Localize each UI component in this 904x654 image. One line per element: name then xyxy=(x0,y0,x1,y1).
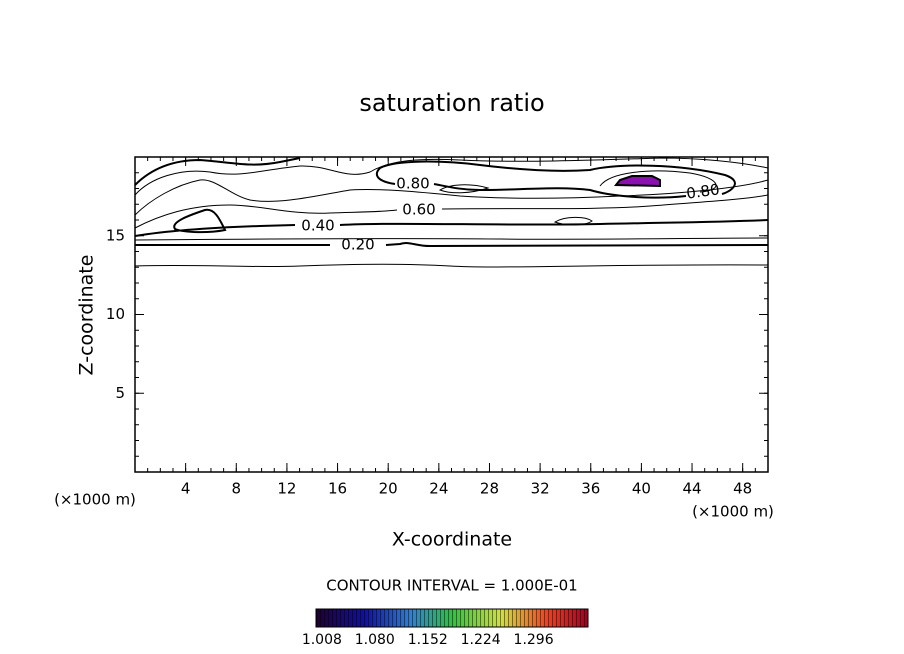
contour-label: 0.20 xyxy=(341,236,374,254)
x-tick-label: 24 xyxy=(429,480,448,498)
y-tick-label: 5 xyxy=(115,384,125,402)
contour-label: 0.60 xyxy=(402,201,435,219)
contour-line xyxy=(135,242,769,248)
x-tick-label: 36 xyxy=(581,480,600,498)
contour-line xyxy=(134,157,736,199)
contour-line xyxy=(134,237,769,241)
x-tick-label: 16 xyxy=(328,480,347,498)
x-tick-label: 8 xyxy=(232,480,242,498)
x-tick-label: 12 xyxy=(277,480,296,498)
colorbar-tick-label: 1.224 xyxy=(461,632,501,648)
contour-line xyxy=(134,219,769,237)
x-tick-label: 4 xyxy=(181,480,191,498)
y-tick-label: 10 xyxy=(106,305,125,323)
contour-line xyxy=(134,194,769,229)
chart-title: saturation ratio xyxy=(359,89,544,117)
contour-line xyxy=(134,263,769,268)
contour-label: 0.80 xyxy=(685,180,721,202)
contour-line xyxy=(553,216,593,226)
contour-line xyxy=(438,184,490,194)
y-tick-label: 15 xyxy=(106,226,125,244)
contour-line xyxy=(173,208,227,234)
colorbar-tick-label: 1.080 xyxy=(355,632,395,648)
shaded-region xyxy=(613,175,661,188)
contour-label: 0.40 xyxy=(301,217,334,235)
contour-line xyxy=(134,179,769,216)
x-axis-label: X-coordinate xyxy=(392,529,512,551)
x-tick-label: 32 xyxy=(531,480,550,498)
x-tick-label: 20 xyxy=(379,480,398,498)
x-tick-label: 44 xyxy=(682,480,701,498)
x-unit-label: (×1000 m) xyxy=(692,503,774,521)
x-unit-label: (×1000 m) xyxy=(54,491,136,509)
contour-line xyxy=(599,170,717,193)
x-tick-label: 28 xyxy=(480,480,499,498)
x-tick-label: 48 xyxy=(733,480,752,498)
contours: 0.80 0.60 0.40 0.20 0.80 xyxy=(134,157,769,268)
colorbar-tick-label: 1.008 xyxy=(302,632,342,648)
contour-label: 0.80 xyxy=(396,175,429,193)
colorbar-tick-label: 1.296 xyxy=(514,632,554,648)
y-axis-label: Z-coordinate xyxy=(76,255,98,376)
contour-interval: CONTOUR INTERVAL = 1.000E-01 xyxy=(326,577,577,595)
colorbar-tick-label: 1.152 xyxy=(408,632,448,648)
x-tick-label: 40 xyxy=(632,480,651,498)
colorbar-stripes xyxy=(316,609,588,627)
